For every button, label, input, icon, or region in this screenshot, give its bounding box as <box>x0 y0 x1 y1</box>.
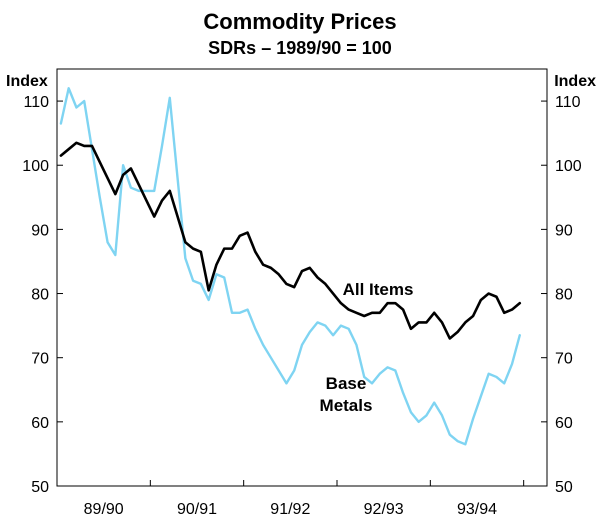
y-tick-label-right: 90 <box>555 222 573 239</box>
y-axis-label-right: Index <box>554 73 596 90</box>
y-tick-label-right: 70 <box>555 351 573 368</box>
x-tick-label: 90/91 <box>177 501 217 518</box>
y-tick-label-right: 110 <box>555 94 581 111</box>
y-tick-label-right: 100 <box>555 158 582 175</box>
y-tick-label-left: 80 <box>31 287 49 304</box>
all-items-series-line <box>59 141 522 340</box>
y-tick-label-left: 60 <box>31 415 49 432</box>
y-tick-label-right: 80 <box>555 287 573 304</box>
y-tick-label-left: 50 <box>31 479 49 496</box>
y-tick-label-right: 60 <box>555 415 573 432</box>
chart-title: Commodity Prices <box>203 9 396 34</box>
y-tick-label-left: 90 <box>31 222 49 239</box>
y-tick-label-right: 50 <box>555 479 573 496</box>
x-tick-label: 91/92 <box>270 501 310 518</box>
x-tick-label: 93/94 <box>457 501 497 518</box>
x-tick-label: 92/93 <box>364 501 404 518</box>
base-metals-series-line <box>59 87 521 446</box>
y-axis-label-left: Index <box>6 73 48 90</box>
all-items-series-label: All Items <box>343 280 414 299</box>
base-metals-series-label: Metals <box>320 396 373 415</box>
y-tick-label-left: 110 <box>23 94 49 111</box>
y-tick-label-left: 70 <box>31 351 49 368</box>
plot-frame <box>56 68 548 487</box>
chart-subtitle: SDRs – 1989/90 = 100 <box>208 38 392 58</box>
x-tick-label: 89/90 <box>84 501 124 518</box>
y-tick-label-left: 100 <box>22 158 49 175</box>
base-metals-series-label: Base <box>326 374 367 393</box>
